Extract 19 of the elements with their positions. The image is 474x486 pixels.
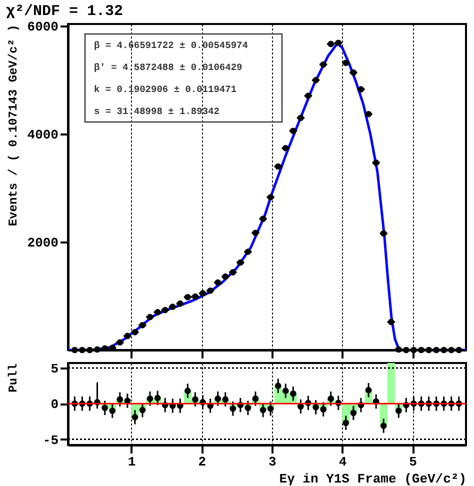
x-tick-label: 5 <box>409 454 418 470</box>
y-tick-label: -5 <box>42 432 59 448</box>
y-tick-label: 4000 <box>27 128 59 143</box>
annotation: β = 4.66591722 ± 0.00545974 <box>94 40 248 51</box>
y-tick-label: 6000 <box>27 20 59 35</box>
x-tick-label: 1 <box>128 454 136 470</box>
annotation: β' = 4.5872488 ± 0.0106429 <box>94 62 243 73</box>
x-tick-label: 3 <box>268 454 277 470</box>
chart-title: χ²/NDF = 1.32 <box>6 3 124 20</box>
y-tick-label: 5 <box>50 361 59 376</box>
x-tick-label: 4 <box>338 454 347 470</box>
y-axis-title: Pull <box>6 364 20 392</box>
x-tick-label: 2 <box>198 454 206 470</box>
y-tick-label: 2000 <box>27 236 59 251</box>
annotation: s = 31.48998 ± 1.89342 <box>94 106 220 117</box>
annotation: k = 0.1902906 ± 0.0119471 <box>94 84 237 95</box>
x-axis-title: Eγ in Y1S Frame (GeV/c²) <box>279 472 466 486</box>
y-axis-title: Events / ( 0.107143 GeV/c² ) <box>6 24 20 226</box>
y-tick-label: 0 <box>50 397 59 412</box>
